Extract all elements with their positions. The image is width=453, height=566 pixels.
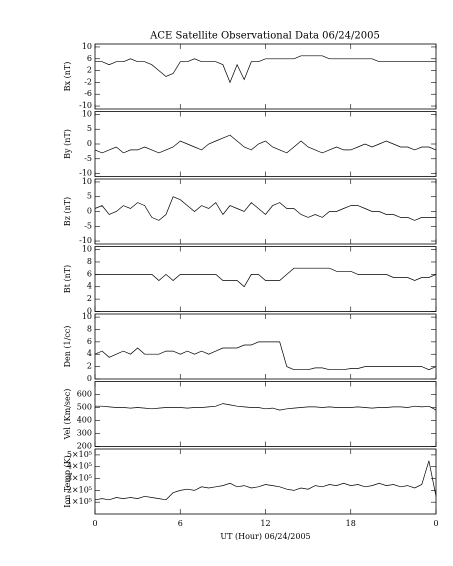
y-tick-label: 8 [87,257,92,266]
data-line [95,267,437,288]
y-tick-label: 5 [87,192,92,201]
x-tick-label: 12 [260,519,270,528]
y-tick-label: 0 [87,139,92,148]
y-axis-label: Vel (Km/sec) [63,389,72,441]
y-tick-label: 2×10⁵ [67,485,92,494]
panel-frame [94,313,437,380]
data-line [94,196,436,221]
y-tick-label: -5 [84,221,92,230]
x-tick-label: 0 [92,519,97,528]
y-axis-label: Den (1/cc) [63,326,72,368]
y-tick-label: 10 [82,312,92,321]
y-tick-label: 0 [87,374,92,383]
y-tick-label: -2 [84,77,92,86]
y-tick-label: 10 [82,245,92,254]
y-tick-label: 4×10⁵ [67,462,92,471]
panel-frame [94,246,437,312]
y-tick-label: -10 [79,101,92,110]
y-tick-label: 10 [82,42,92,51]
y-tick-label: 6 [87,269,92,278]
y-tick-label: 5 [87,124,92,133]
panel-frame [94,178,437,245]
y-tick-label: 2 [87,294,92,303]
data-line [94,134,437,154]
y-tick-label: 4 [87,282,92,291]
y-tick-label: -10 [79,169,92,178]
y-axis-label: Bz (nT) [63,197,72,226]
y-axis-label: Ion Temp (K) [63,455,72,508]
y-tick-label: 0 [87,307,92,316]
x-tick-label: 0 [433,519,438,528]
y-tick-label: 200 [77,442,92,451]
y-tick-label: 4 [87,349,92,358]
y-tick-label: 6 [87,337,92,346]
y-axis-label: Bx (nT) [63,62,72,92]
y-tick-label: 2 [87,66,92,75]
y-tick-label: -5 [84,154,92,163]
panel-frame [94,448,437,515]
y-tick-label: 5×10⁵ [67,450,92,459]
data-line [95,403,437,411]
y-tick-label: 10 [82,177,92,186]
data-line [95,55,436,84]
data-line [94,460,437,501]
y-tick-label: 2 [87,362,92,371]
data-line [94,341,437,371]
x-axis-label: UT (Hour) 06/24/2005 [220,532,310,541]
y-tick-label: 10 [82,109,92,118]
chart-title: ACE Satellite Observational Data 06/24/2… [149,31,380,42]
y-tick-label: 400 [77,416,92,425]
y-axis-label: By (nT) [63,129,72,159]
y-axis-label: Bt (nT) [63,265,72,293]
y-tick-label: 6 [87,54,92,63]
panel-frame [94,43,437,110]
y-tick-label: 1×10⁵ [67,497,92,506]
y-tick-label: 0 [87,207,92,216]
y-tick-label: -10 [79,236,92,245]
x-tick-label: 6 [178,519,183,528]
y-tick-label: -6 [84,89,92,98]
y-tick-label: 300 [77,429,92,438]
y-tick-label: 600 [77,390,92,399]
y-tick-label: 8 [87,324,92,333]
panel-frame [94,381,437,447]
panel-frame [94,111,437,177]
y-tick-label: 3×10⁵ [67,474,92,483]
x-tick-label: 18 [346,519,356,528]
y-tick-label: 500 [77,403,92,412]
